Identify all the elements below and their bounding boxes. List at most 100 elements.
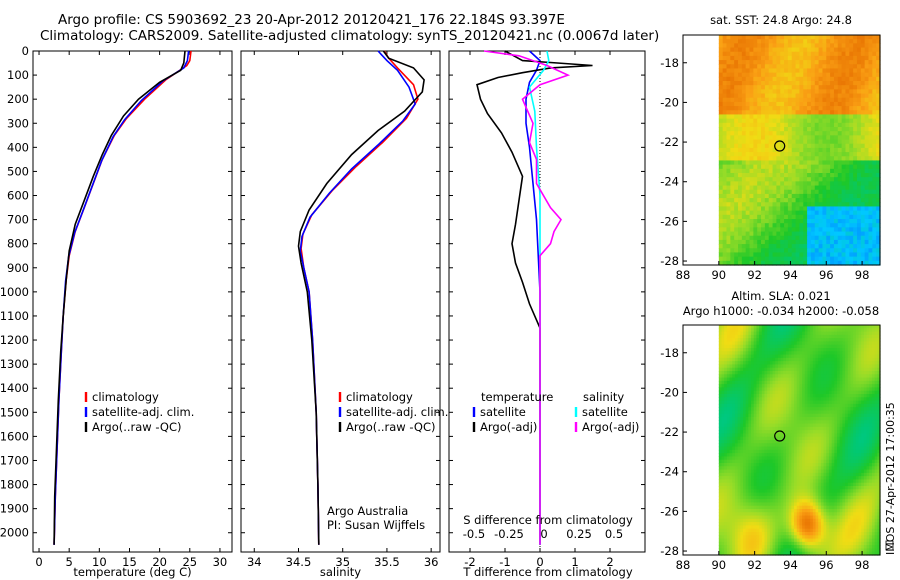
sla-map-cell [743, 390, 747, 395]
sla-map-cell [804, 420, 809, 425]
sla-map-cell [726, 371, 731, 375]
sst-map-cell [853, 168, 858, 174]
sla-map-cell [853, 400, 857, 405]
sst-map-cell [853, 131, 858, 136]
sla-map-cell [874, 348, 878, 352]
sst-map-cell [718, 198, 724, 203]
sst-map-ytick-label: -24 [660, 175, 679, 189]
sst-map-cell [841, 206, 847, 212]
sst-map-cell [841, 177, 847, 182]
sst-map-cell [845, 193, 850, 199]
sla-map-cell [815, 433, 819, 438]
sla-map-cell [863, 394, 868, 398]
sst-map-cell [768, 177, 774, 182]
sla-map-cell [815, 387, 819, 392]
sla-map-cell [724, 407, 728, 412]
sla-map-cell [866, 361, 870, 366]
sla-map-cell [759, 410, 763, 415]
sla-map-cell [871, 344, 876, 349]
sst-map-cell [833, 101, 839, 107]
sla-map-cell [861, 413, 865, 418]
sla-map-cell [823, 334, 827, 339]
sla-map-cell [794, 341, 798, 346]
sla-map-cell [775, 436, 779, 441]
sla-map-cell [820, 413, 825, 418]
sla-map-cell [761, 348, 766, 352]
sla-map-cell [748, 449, 752, 454]
sst-map-cell [791, 81, 797, 86]
sst-map-cell [726, 139, 731, 145]
sla-map-cell [799, 417, 803, 421]
sst-map-cell [772, 244, 777, 249]
sla-map-cell [732, 397, 736, 402]
sla-map-cell [732, 344, 736, 349]
sst-map-cell [730, 198, 735, 203]
sla-map-cell [748, 374, 752, 379]
sla-map-cell [767, 394, 771, 398]
sst-map-cell [830, 198, 835, 203]
sla-map-cell [842, 453, 846, 458]
sla-map-cell [834, 325, 838, 329]
sla-map-cell [810, 390, 814, 395]
temperature-ytick-label: 1700 [0, 453, 29, 467]
sst-map-cell [776, 131, 781, 136]
sst-map-cell [780, 60, 785, 65]
sla-map-cell [847, 423, 852, 428]
sla-map-cell [767, 380, 771, 385]
sst-map-cell [795, 244, 801, 249]
sst-map-cell [772, 206, 777, 212]
sla-map-cell [791, 328, 795, 333]
sst-map-cell [856, 210, 862, 216]
sst-map-ytick-label: -18 [660, 56, 679, 70]
sst-map-cell [780, 81, 785, 86]
sla-map-cell [796, 341, 801, 346]
sst-map-cell [849, 101, 854, 107]
sla-map-cell [737, 413, 741, 418]
sla-map-cell [855, 423, 860, 428]
sst-map-cell [772, 173, 777, 178]
sla-map-cell [842, 364, 846, 369]
sst-map-cell [845, 47, 850, 53]
sla-map-cell [737, 446, 741, 451]
sst-map-argo-marker [774, 140, 786, 152]
sla-map-cell [785, 407, 790, 412]
sla-map-cell [772, 331, 776, 336]
sla-map-cell [804, 400, 809, 405]
sla-map-cell [828, 354, 833, 359]
sla-map-cell [847, 443, 852, 448]
sst-map-cell [814, 51, 820, 57]
sla-map-cell [861, 453, 865, 458]
sla-map-cell [759, 341, 763, 346]
temperature-ytick-label: 1600 [0, 429, 29, 443]
sla-map-cell [745, 436, 749, 441]
sst-map-cell [837, 177, 843, 182]
sla-map-cell [767, 361, 771, 366]
sla-map-cell [759, 420, 763, 425]
sla-map-cell [724, 325, 728, 329]
sst-map-cell [749, 235, 754, 241]
sla-map-cell [761, 417, 766, 421]
sla-map-cell [818, 394, 822, 398]
sst-map-cell [845, 81, 850, 86]
sla-map-cell [845, 426, 849, 431]
sla-map-cell [756, 328, 760, 333]
sst-map-cell [791, 51, 797, 57]
sst-map-cell [807, 89, 812, 95]
sst-map-cell [772, 97, 777, 103]
sst-map-ytick-label: -22 [660, 135, 679, 149]
sla-map-cell [780, 331, 784, 336]
sla-map-cell [775, 338, 779, 343]
sst-map-cell [784, 160, 789, 166]
sla-map-cell [726, 334, 731, 339]
sla-map-cell [743, 344, 747, 349]
sla-map-cell [863, 410, 868, 415]
sla-map-cell [761, 397, 766, 402]
sst-map-cell [722, 143, 728, 149]
sla-map-cell [743, 443, 747, 448]
sst-map-cell [722, 97, 728, 103]
sla-map-cell [767, 341, 771, 346]
sst-map-cell [868, 219, 873, 224]
sla-map-cell [837, 430, 841, 435]
sst-map-cell [807, 168, 812, 174]
sst-map-cell [768, 118, 774, 124]
